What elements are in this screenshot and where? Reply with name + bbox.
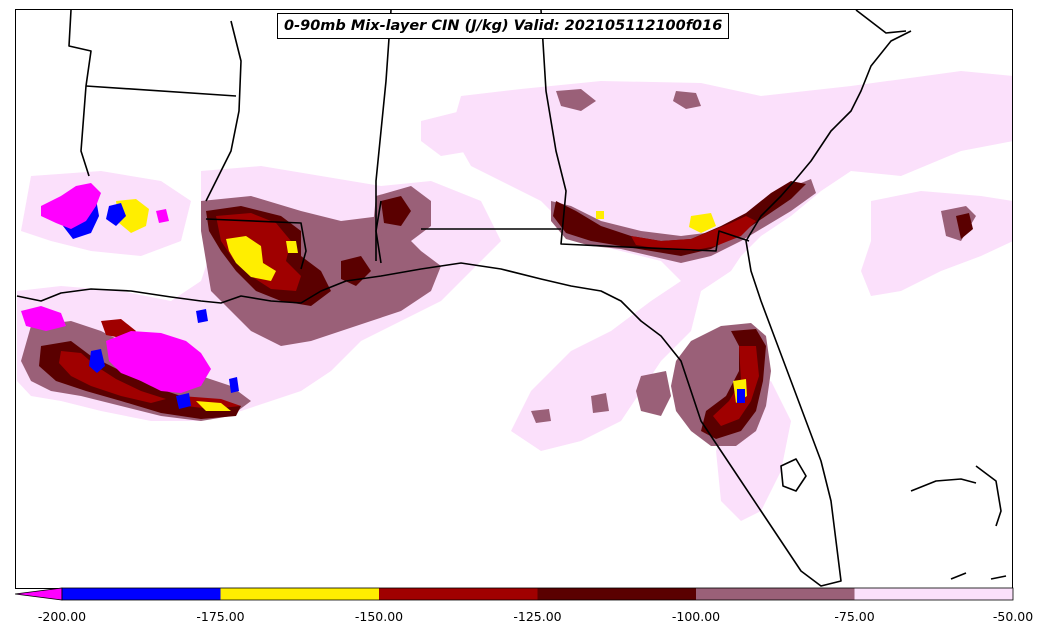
colorbar-tick-label: -125.00: [513, 609, 562, 624]
colorbar-bin: [696, 588, 855, 600]
colorbar-outline: [61, 587, 1014, 601]
map-boundaries: [16, 10, 1007, 587]
colorbar-tick-label: -50.00: [992, 609, 1034, 624]
colorbar-extension-low: [15, 587, 63, 601]
colorbar-tick-label: -100.00: [671, 609, 721, 624]
colorbar-bin: [379, 588, 538, 600]
map-title: 0-90mb Mix-layer CIN (J/kg) Valid: 20210…: [277, 13, 730, 39]
colorbar-bin: [220, 588, 379, 600]
colorbar-bin: [854, 588, 1013, 600]
colorbar-tick-label: -175.00: [196, 609, 245, 624]
colorbar-bin: [62, 588, 221, 600]
colorbar-tick-label: -150.00: [354, 609, 404, 624]
cin-magenta-areas: [21, 183, 211, 393]
colorbar-bins: [15, 587, 1014, 601]
map-panel: [15, 9, 1013, 589]
cin-map: [16, 10, 1012, 587]
colorbar-tick-label: -75.00: [834, 609, 875, 624]
colorbar: [15, 587, 1014, 601]
cin-yellow-areas: [116, 199, 747, 411]
colorbar-bin: [537, 588, 696, 600]
colorbar-tick-label: -200.00: [37, 609, 87, 624]
